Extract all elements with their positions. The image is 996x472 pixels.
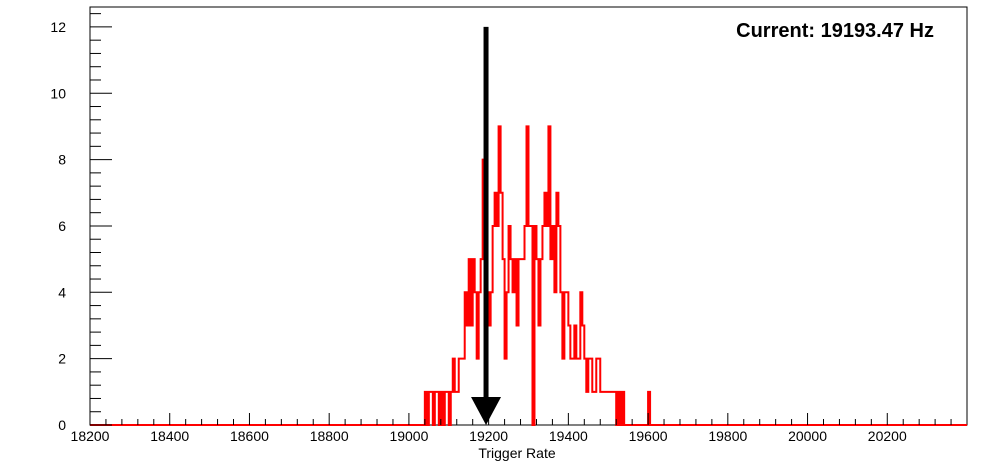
x-tick-label: 18800 <box>310 428 349 444</box>
x-tick-label: 20000 <box>788 428 827 444</box>
y-tick-label: 8 <box>58 152 66 168</box>
x-axis-title: Trigger Rate <box>478 445 556 461</box>
plot-frame <box>89 6 968 426</box>
x-tick-label: 18200 <box>71 428 110 444</box>
x-tick-label: 20200 <box>868 428 907 444</box>
x-tick-label: 19400 <box>549 428 588 444</box>
x-tick-label: 18400 <box>150 428 189 444</box>
current-rate-arrow-head <box>471 397 502 425</box>
x-tick-label: 19800 <box>708 428 747 444</box>
x-tick-label: 19600 <box>629 428 668 444</box>
y-tick-label: 6 <box>58 218 66 234</box>
current-rate-annotation: Current: 19193.47 Hz <box>736 20 934 42</box>
x-tick-label: 18600 <box>230 428 269 444</box>
y-tick-label: 0 <box>58 417 66 433</box>
y-tick-label: 4 <box>58 284 66 300</box>
y-tick-label: 12 <box>50 19 66 35</box>
y-tick-label: 10 <box>50 85 66 101</box>
x-tick-label: 19200 <box>469 428 508 444</box>
x-tick-label: 19000 <box>389 428 428 444</box>
histogram-series-line <box>90 125 967 426</box>
y-tick-label: 2 <box>58 351 66 367</box>
